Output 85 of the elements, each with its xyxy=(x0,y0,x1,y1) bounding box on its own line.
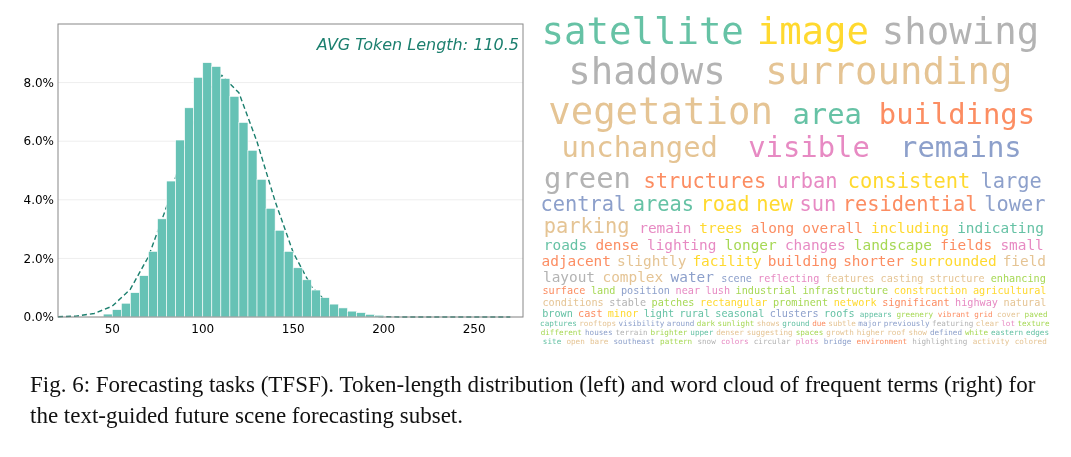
category-label: enhancing xyxy=(990,273,1046,285)
category-label: slightly xyxy=(616,253,687,270)
category-label: surface xyxy=(542,285,586,297)
category-label: facility xyxy=(692,253,763,270)
category-label: structures xyxy=(643,168,767,193)
category-label: area xyxy=(792,97,862,131)
category-label: position xyxy=(620,285,670,297)
category-label: seasonal xyxy=(715,308,765,320)
category-label: parking xyxy=(543,214,630,239)
category-label: indicating xyxy=(957,220,1044,237)
category-label: layout xyxy=(543,269,596,286)
category-label: construction xyxy=(893,285,968,297)
category-label: residential xyxy=(842,192,978,217)
category-label: water xyxy=(670,269,715,286)
category-label: stable xyxy=(609,296,647,308)
category-label: showing xyxy=(881,9,1040,54)
x-tick-label: 50 xyxy=(104,322,120,336)
category-label: rural xyxy=(679,308,711,320)
category-label: land xyxy=(590,285,616,297)
category-label: including xyxy=(871,220,950,237)
category-label: complex xyxy=(602,269,664,286)
category-label: industrial xyxy=(735,285,797,297)
caption: Fig. 6: Forecasting tasks (TFSF). Token-length distribution (left) and word cloud of frequent terms (right) for the text-guided future scene forecasting subset. xyxy=(30,372,1036,428)
category-label: lush xyxy=(705,285,731,297)
category-label: natural xyxy=(1003,296,1047,308)
category-label: clusters xyxy=(769,308,819,320)
y-tick-label: 8.0% xyxy=(23,75,54,90)
category-label: near xyxy=(675,285,701,297)
category-label: casting xyxy=(880,273,924,285)
category-label: scene xyxy=(721,273,752,285)
category-label: green xyxy=(544,160,631,195)
x-tick-label: 150 xyxy=(281,322,305,336)
y-tick-label: 4.0% xyxy=(23,193,54,207)
category-label: areas xyxy=(632,192,695,217)
category-label: consistent xyxy=(847,168,971,193)
category-label: building xyxy=(767,253,838,270)
category-label: agricultural xyxy=(972,285,1047,297)
category-label: lighting xyxy=(646,237,717,254)
category-label: features xyxy=(825,273,875,285)
category-label: sun xyxy=(799,192,837,217)
x-tick-label: 100 xyxy=(191,322,215,336)
category-label: brown xyxy=(542,308,573,320)
category-label: highway xyxy=(955,296,998,308)
category-label: remain xyxy=(639,220,692,237)
category-label: roofs xyxy=(823,308,855,320)
category-label: trees xyxy=(699,220,743,237)
category-label: patches xyxy=(651,296,695,308)
category-label: longer xyxy=(724,237,777,254)
category-label: infrastructure xyxy=(802,285,889,297)
category-label: structure xyxy=(929,273,985,285)
category-label: network xyxy=(833,296,877,308)
annotation: AVG Token Length: 110.5 xyxy=(315,35,519,54)
category-label: overall xyxy=(802,220,863,237)
y-tick-label: 0.0% xyxy=(23,310,54,325)
category-label: reflecting xyxy=(758,273,820,285)
category-label: significant xyxy=(882,296,950,308)
y-tick-label: 2.0% xyxy=(23,251,54,266)
category-label: minor xyxy=(607,308,639,320)
category-label: field xyxy=(1002,253,1047,270)
category-label: prominent xyxy=(773,296,829,308)
category-label: fields xyxy=(940,237,993,254)
category-label: image xyxy=(756,9,870,54)
category-label: light xyxy=(643,308,675,320)
x-tick-label: 250 xyxy=(462,322,486,336)
category-label: dense xyxy=(595,237,639,254)
category-label: surrounded xyxy=(909,253,997,270)
category-label: adjacent xyxy=(541,253,611,270)
category-label: large xyxy=(980,168,1042,193)
category-label: rectangular xyxy=(700,296,768,308)
category-label: small xyxy=(1000,237,1044,254)
category-label: lower xyxy=(984,192,1046,217)
category-label: landscape xyxy=(853,237,932,254)
category-label: cast xyxy=(578,308,603,320)
y-tick-label: 6.0% xyxy=(23,134,54,149)
category-label: along xyxy=(750,220,795,237)
category-label: buildings xyxy=(878,97,1036,131)
category-label: remains xyxy=(900,129,1022,164)
category-label: new xyxy=(756,192,794,217)
category-label: road xyxy=(700,192,750,217)
category-label: changes xyxy=(784,237,846,254)
category-label: conditions xyxy=(542,296,604,308)
category-label: shorter xyxy=(843,253,905,270)
category-label: urban xyxy=(776,168,838,193)
x-tick-label: 200 xyxy=(372,322,396,336)
category-label: roads xyxy=(543,237,588,254)
